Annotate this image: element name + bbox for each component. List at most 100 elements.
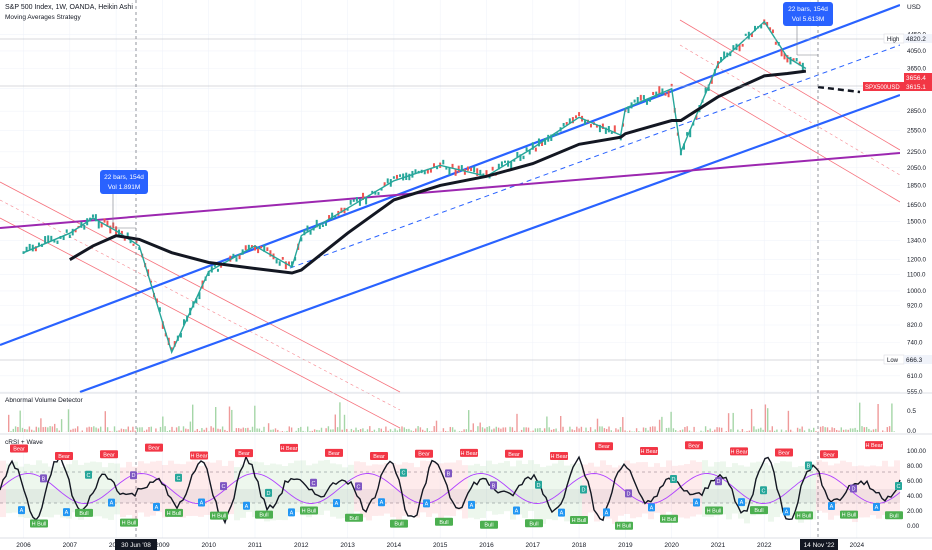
signal-tag: D (580, 485, 587, 494)
rsi-band (138, 461, 144, 513)
volume-bar (548, 427, 550, 432)
candle (534, 147, 537, 152)
volume-bar (481, 427, 484, 432)
rsi-band (468, 465, 474, 518)
candle (780, 48, 783, 57)
volume-bar (93, 426, 95, 432)
svg-text:Bull: Bull (394, 522, 403, 528)
signal-tag: Bull (255, 510, 273, 519)
rsi-panel-title: cRSI + Wave (5, 439, 43, 446)
candle (774, 41, 777, 45)
volume-bar (767, 408, 769, 432)
candle (627, 106, 630, 114)
signal-tag: D (130, 471, 137, 480)
volume-bar (173, 430, 175, 432)
candle (94, 214, 97, 222)
candle (795, 58, 798, 62)
measure-box-left[interactable]: 22 bars, 154d Vol 1.891M (100, 170, 148, 229)
signal-tag: A (108, 498, 115, 507)
signal-tag: H Bull (570, 515, 588, 524)
candle (129, 239, 132, 244)
volume-bar (668, 427, 670, 432)
volume-bar (217, 428, 219, 432)
volume-bar (532, 430, 534, 432)
signal-tag: C (400, 468, 407, 477)
rsi-axis-ticks: 100.00 80.00 60.00 40.00 20.00 0.00 (907, 448, 926, 530)
volume-bar (21, 427, 24, 432)
rsi-band (6, 463, 12, 514)
volume-bar (208, 431, 210, 432)
signal-tag: H Bear (865, 441, 883, 450)
rsi-band (234, 467, 240, 521)
candle (500, 161, 503, 167)
candle (571, 117, 574, 124)
volume-bar (316, 429, 318, 432)
candle (550, 134, 553, 141)
rsi-band (282, 466, 288, 521)
candle (652, 91, 655, 96)
volume-bar (495, 426, 497, 432)
rsi-band (0, 460, 6, 518)
svg-text:D: D (717, 479, 721, 485)
candle (636, 97, 639, 104)
volume-bar (801, 426, 803, 432)
candle (610, 131, 613, 134)
candle (395, 174, 398, 179)
candle (689, 129, 692, 138)
volume-bar (852, 428, 854, 432)
volume-bar (58, 430, 60, 432)
svg-text:H Bull: H Bull (212, 514, 227, 520)
signal-tag: H Bull (30, 519, 48, 528)
candle (798, 61, 801, 66)
signal-tag: H Bull (120, 518, 138, 527)
candle (744, 33, 747, 36)
measure-box-right[interactable]: 22 bars, 154d Vol 5.613M (783, 2, 833, 56)
volume-bar (608, 426, 610, 432)
volume-bar (422, 429, 424, 432)
rsi-band (198, 465, 204, 517)
rsi-band (480, 466, 486, 518)
signal-tag: Bear (685, 441, 703, 450)
volume-bar (491, 429, 493, 432)
volume-bar (129, 430, 132, 432)
candle (132, 243, 135, 246)
volume-bar (709, 428, 711, 432)
svg-text:A: A (650, 505, 654, 511)
volume-bar (37, 427, 40, 432)
volume-bar (366, 429, 369, 432)
rsi-band (216, 460, 222, 516)
svg-text:H Bull: H Bull (302, 508, 317, 514)
volume-bar (378, 427, 380, 432)
volume-bar (514, 430, 516, 432)
candle (568, 118, 571, 124)
candle (442, 159, 445, 165)
volume-bar (451, 427, 454, 432)
svg-text:Bear: Bear (103, 452, 115, 458)
signal-tag: H Bull (165, 508, 183, 517)
signal-tag: A (828, 502, 835, 511)
volume-bar (546, 416, 548, 432)
signal-tag: H Bull (300, 506, 318, 515)
volume-bar (721, 427, 723, 432)
rsi-band (714, 462, 720, 516)
rsi-band (108, 462, 114, 520)
candle (334, 215, 337, 218)
candle (639, 94, 642, 101)
rsi-band (168, 460, 174, 512)
signal-tag: Bear (10, 444, 28, 453)
svg-text:A: A (20, 508, 24, 514)
candle (100, 222, 103, 228)
volume-bar (196, 429, 198, 432)
volume-bar (773, 430, 776, 432)
rsi-band (366, 465, 372, 521)
symbol-tag: SPX500USD (865, 85, 900, 91)
volume-bar (497, 427, 500, 432)
signal-tag: H Bull (705, 506, 723, 515)
rsi-band (72, 460, 78, 513)
volume-bar (428, 431, 431, 432)
volume-bar (454, 429, 456, 432)
signal-tag: C (85, 470, 92, 479)
candle (466, 166, 469, 171)
svg-text:H Bull: H Bull (797, 513, 812, 519)
volume-bar (502, 427, 504, 432)
